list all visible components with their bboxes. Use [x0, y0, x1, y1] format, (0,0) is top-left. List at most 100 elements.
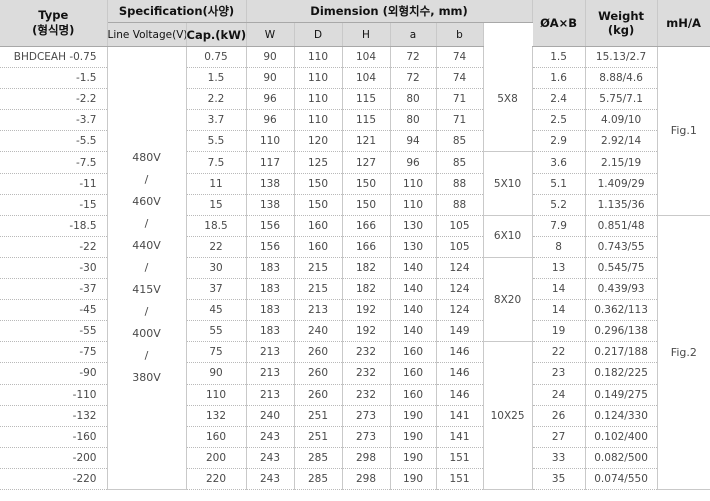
- mha-cell: 2.15/19: [585, 151, 658, 174]
- type-cell: -37: [0, 278, 108, 301]
- line-voltage-cell: 480V / 460V / 440V / 415V / 400V / 380V: [107, 46, 187, 490]
- w-cell: 213: [246, 362, 295, 385]
- weight-cell: 14: [532, 278, 586, 301]
- w-header: W: [246, 22, 295, 47]
- w-cell: 213: [246, 341, 295, 364]
- cap-cell: 7.5: [186, 151, 247, 174]
- cap-cell: 55: [186, 320, 247, 343]
- mha-cell: 0.851/48: [585, 215, 658, 237]
- type-cell: -55: [0, 320, 108, 343]
- d-cell: 160: [294, 215, 343, 237]
- h-cell: 232: [342, 362, 391, 385]
- w-cell: 243: [246, 426, 295, 448]
- a-cell: 110: [390, 194, 437, 216]
- w-cell: 156: [246, 236, 295, 258]
- w-cell: 243: [246, 468, 295, 490]
- mha-header: mH/A: [657, 0, 710, 47]
- axb-cell: 5X8: [483, 46, 533, 153]
- weight-cell: 23: [532, 362, 586, 385]
- voltage-line: /: [144, 260, 149, 274]
- cap-cell: 0.75: [186, 46, 247, 69]
- mha-cell: 5.75/7.1: [585, 88, 658, 111]
- mha-cell: 0.439/93: [585, 278, 658, 301]
- b-cell: 124: [436, 299, 484, 322]
- table-row: -3.7 3.7 96 110 115 80 71 2.5 4.09/10: [0, 109, 710, 132]
- table-row: -90 90 213 260 232 160 146 23 0.182/225: [0, 362, 710, 385]
- weight-header: Weight (kg): [585, 0, 658, 47]
- cap-cell: 30: [186, 257, 247, 280]
- b-cell: 124: [436, 278, 484, 301]
- voltage-line: /: [144, 172, 149, 186]
- voltage-line: 400V: [132, 326, 161, 340]
- b-cell: 151: [436, 447, 484, 469]
- b-cell: 146: [436, 362, 484, 385]
- h-cell: 150: [342, 194, 391, 216]
- axb-cell: 6X10: [483, 215, 533, 258]
- table-row: BHDCEAH -0.75 480V / 460V / 440V / 415V / 400V / 38…: [0, 46, 710, 490]
- d-cell: 260: [294, 384, 343, 406]
- b-cell: 146: [436, 384, 484, 406]
- cap-cell: 160: [186, 426, 247, 448]
- mha-cell: 0.074/550: [585, 468, 658, 490]
- weight-cell: 27: [532, 426, 586, 448]
- cap-header: Cap.(kW): [186, 22, 247, 47]
- type-header: Type (형식명): [0, 0, 108, 47]
- cap-cell: 18.5: [186, 215, 247, 237]
- axb-cell: 5X10: [483, 151, 533, 216]
- a-cell: 130: [390, 236, 437, 258]
- cap-cell: 22: [186, 236, 247, 258]
- mha-cell: 0.217/188: [585, 341, 658, 364]
- type-cell: -5.5: [0, 130, 108, 153]
- w-cell: 213: [246, 384, 295, 406]
- type-cell: -18.5: [0, 215, 108, 237]
- type-cell: -200: [0, 447, 108, 469]
- a-cell: 190: [390, 468, 437, 490]
- table-row: -22 22 156 160 166 130 105 8 0.743/55: [0, 236, 710, 258]
- cap-cell: 2.2: [186, 88, 247, 111]
- mha-cell: 0.102/400: [585, 426, 658, 448]
- type-cell: -160: [0, 426, 108, 448]
- shape-cell: Fig.1: [657, 46, 710, 216]
- mha-cell: 0.545/75: [585, 257, 658, 280]
- type-cell: -7.5: [0, 151, 108, 174]
- voltage-line: 440V: [132, 238, 161, 252]
- weight-header-label: Weight: [598, 9, 645, 23]
- table-row: -110 110 213 260 232 160 146 24 0.149/275: [0, 384, 710, 406]
- table-row: -18.5 18.5 156 160 166 130 105 6X10 7.9 0.851/48 F…: [0, 215, 710, 490]
- h-cell: 192: [342, 299, 391, 322]
- d-header: D: [294, 22, 343, 47]
- type-cell: -22: [0, 236, 108, 258]
- h-header: H: [342, 22, 391, 47]
- d-cell: 110: [294, 46, 343, 69]
- mha-cell: 0.149/275: [585, 384, 658, 406]
- voltage-line: /: [144, 304, 149, 318]
- b-cell: 71: [436, 109, 484, 132]
- table-row: -1.5 1.5 90 110 104 72 74 1.6 8.88/4.6: [0, 67, 710, 90]
- a-cell: 140: [390, 320, 437, 343]
- b-cell: 85: [436, 130, 484, 153]
- weight-cell: 2.9: [532, 130, 586, 153]
- a-cell: 160: [390, 341, 437, 364]
- weight-cell: 3.6: [532, 151, 586, 174]
- mha-cell: 0.296/138: [585, 320, 658, 343]
- mha-cell: 15.13/2.7: [585, 46, 658, 69]
- h-cell: 115: [342, 88, 391, 111]
- d-cell: 285: [294, 468, 343, 490]
- cap-cell: 75: [186, 341, 247, 364]
- w-cell: 183: [246, 278, 295, 301]
- weight-cell: 33: [532, 447, 586, 469]
- mha-cell: 0.124/330: [585, 405, 658, 427]
- table-row: -5.5 5.5 110 120 121 94 85 2.9 2.92/14: [0, 130, 710, 153]
- table-row: -2.2 2.2 96 110 115 80 71 2.4 5.75/7.1: [0, 88, 710, 111]
- mha-cell: 1.135/36: [585, 194, 658, 216]
- table-body: BHDCEAH -0.75 480V / 460V / 440V / 415V / 400V / 38…: [0, 46, 710, 490]
- type-cell: -2.2: [0, 88, 108, 111]
- h-cell: 127: [342, 151, 391, 174]
- w-cell: 90: [246, 67, 295, 90]
- type-header-label: Type: [38, 8, 69, 22]
- mha-cell: 0.182/225: [585, 362, 658, 385]
- cap-cell: 37: [186, 278, 247, 301]
- d-cell: 150: [294, 173, 343, 195]
- cap-cell: 5.5: [186, 130, 247, 153]
- d-cell: 251: [294, 405, 343, 427]
